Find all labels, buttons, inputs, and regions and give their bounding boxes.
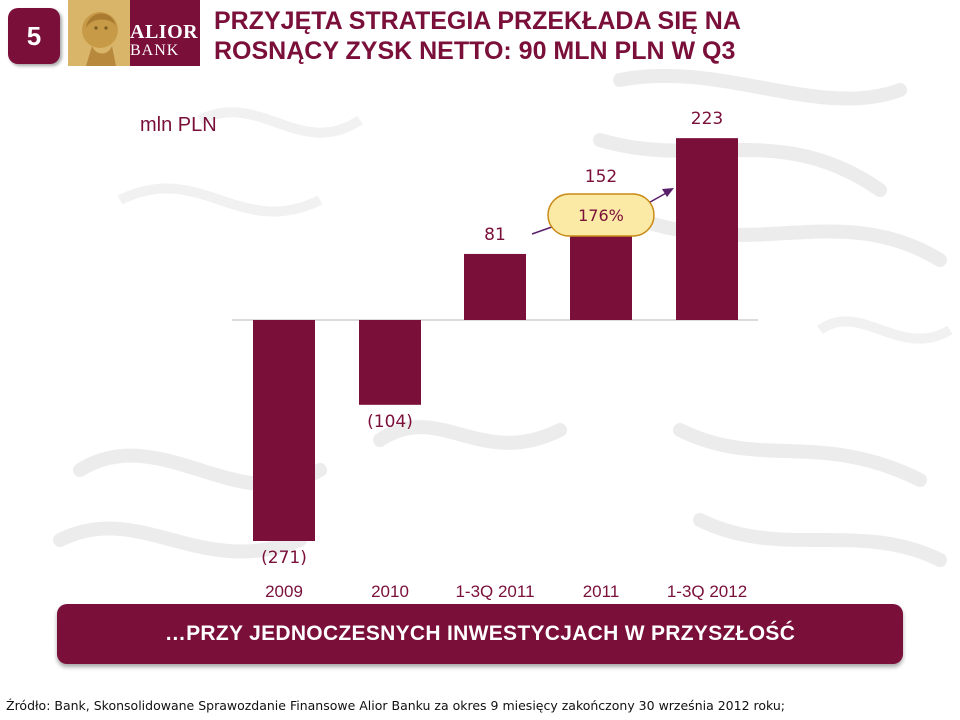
- value-label-1: (104): [367, 412, 413, 432]
- growth-arrow-head: [662, 188, 674, 197]
- category-label-2: 1-3Q 2011: [455, 582, 534, 601]
- slide-number-badge: 5: [8, 8, 60, 64]
- bar-4: [676, 138, 738, 320]
- title-line-2: ROSNĄCY ZYSK NETTO: 90 MLN PLN W Q3: [214, 37, 736, 65]
- logo-portrait-icon: [68, 0, 130, 66]
- growth-annotation-pill: [547, 193, 655, 237]
- value-label-4: 223: [691, 109, 723, 129]
- value-label-3: 152: [585, 167, 617, 187]
- bar-1: [359, 320, 421, 405]
- category-label-4: 1-3Q 2012: [667, 582, 747, 601]
- growth-annotation-label: 176%: [578, 206, 624, 225]
- title-line-1: PRZYJĘTA STRATEGIA PRZEKŁADA SIĘ NA: [214, 7, 741, 35]
- slide-title: PRZYJĘTA STRATEGIA PRZEKŁADA SIĘ NA ROSN…: [214, 6, 954, 66]
- unit-label: mln PLN: [140, 114, 217, 136]
- value-label-2: 81: [484, 225, 506, 245]
- bar-2: [464, 253, 526, 320]
- logo-text-alior: ALIOR: [130, 21, 199, 43]
- bar-0: [253, 320, 315, 541]
- source-footnote: Źródło: Bank, Skonsolidowane Sprawozdani…: [6, 698, 786, 713]
- investment-banner: …PRZY JEDNOCZESNYCH INWESTYCJACH W PRZYS…: [57, 604, 903, 664]
- category-label-1: 2010: [371, 582, 409, 601]
- category-label-3: 2011: [583, 582, 620, 601]
- value-label-0: (271): [261, 548, 307, 568]
- alior-bank-logo: ALIOR BANK: [68, 0, 200, 66]
- category-label-0: 2009: [265, 582, 303, 601]
- logo-text-bank: BANK: [130, 42, 180, 59]
